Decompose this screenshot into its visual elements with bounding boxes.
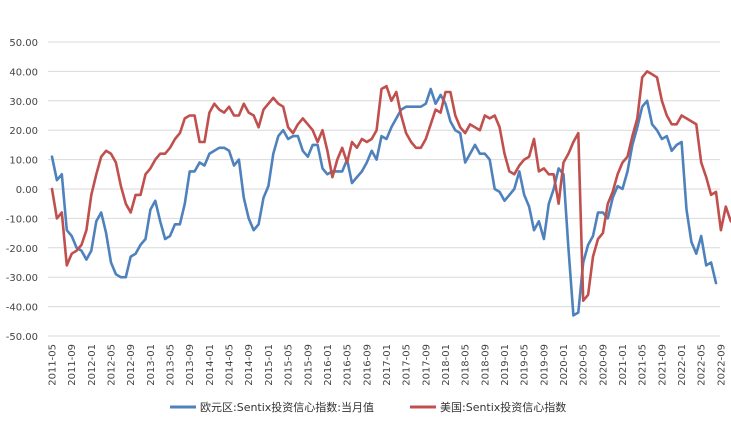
series-line-0 bbox=[50, 87, 718, 317]
y-tick-label: 50.00 bbox=[9, 38, 38, 49]
x-tick-label: 2015-05 bbox=[284, 344, 295, 386]
x-tick-label: 2015-01 bbox=[264, 344, 275, 386]
y-tick-label: 10.00 bbox=[9, 156, 38, 167]
x-tick-label: 2011-05 bbox=[48, 344, 59, 386]
series-lines bbox=[50, 70, 731, 317]
x-tick-label: 2022-01 bbox=[677, 344, 688, 386]
x-tick-label: 2014-01 bbox=[205, 344, 216, 386]
legend: 欧元区:Sentix投资信心指数:当月值 美国:Sentix投资信心指数 bbox=[170, 400, 566, 414]
x-tick-label: 2012-09 bbox=[126, 344, 137, 386]
x-axis-ticks: 2011-05 2011-09 2012-01 2012-05 2012-09 2013-… bbox=[48, 344, 728, 386]
x-tick-label: 2021-09 bbox=[657, 344, 668, 386]
x-tick-label: 2019-09 bbox=[539, 344, 550, 386]
x-tick-label: 2018-09 bbox=[480, 344, 491, 386]
x-tick-label: 2018-05 bbox=[461, 344, 472, 386]
y-tick-label: 40.00 bbox=[9, 67, 38, 78]
x-tick-label: 2013-05 bbox=[166, 344, 177, 386]
y-tick-label: 0.00 bbox=[16, 185, 38, 196]
y-tick-label: -20.00 bbox=[6, 244, 38, 255]
x-tick-label: 2013-01 bbox=[146, 344, 157, 386]
x-tick-label: 2016-05 bbox=[343, 344, 354, 386]
series-line-1 bbox=[50, 70, 731, 302]
y-tick-label: -30.00 bbox=[6, 273, 38, 284]
y-axis-ticks: 50.00 40.00 30.00 20.00 10.00 0.00 -10.00 -20.0… bbox=[6, 38, 38, 343]
y-tick-label: 20.00 bbox=[9, 126, 38, 137]
legend-label: 欧元区:Sentix投资信心指数:当月值 bbox=[200, 400, 374, 414]
x-tick-label: 2022-09 bbox=[716, 344, 727, 386]
x-tick-label: 2014-05 bbox=[225, 344, 236, 386]
x-tick-label: 2015-09 bbox=[303, 344, 314, 386]
x-tick-label: 2016-09 bbox=[362, 344, 373, 386]
legend-label: 美国:Sentix投资信心指数 bbox=[440, 400, 566, 414]
y-tick-label: -10.00 bbox=[6, 214, 38, 225]
x-tick-label: 2013-09 bbox=[185, 344, 196, 386]
x-tick-label: 2022-05 bbox=[697, 344, 708, 386]
x-tick-label: 2017-01 bbox=[382, 344, 393, 386]
x-tick-label: 2018-01 bbox=[441, 344, 452, 386]
x-tick-label: 2021-01 bbox=[618, 344, 629, 386]
x-tick-label: 2017-05 bbox=[402, 344, 413, 386]
x-tick-label: 2019-01 bbox=[500, 344, 511, 386]
x-tick-label: 2021-05 bbox=[638, 344, 649, 386]
x-tick-label: 2016-01 bbox=[323, 344, 334, 386]
x-tick-label: 2012-01 bbox=[87, 344, 98, 386]
x-tick-label: 2011-09 bbox=[67, 344, 78, 386]
x-tick-label: 2017-09 bbox=[421, 344, 432, 386]
x-tick-label: 2019-05 bbox=[520, 344, 531, 386]
x-tick-label: 2020-05 bbox=[579, 344, 590, 386]
x-tick-label: 2020-09 bbox=[598, 344, 609, 386]
y-tick-label: -50.00 bbox=[6, 332, 38, 343]
x-tick-label: 2014-09 bbox=[244, 344, 255, 386]
y-tick-label: -40.00 bbox=[6, 303, 38, 314]
y-tick-label: 30.00 bbox=[9, 97, 38, 108]
x-tick-label: 2012-05 bbox=[107, 344, 118, 386]
x-tick-label: 2020-01 bbox=[559, 344, 570, 386]
